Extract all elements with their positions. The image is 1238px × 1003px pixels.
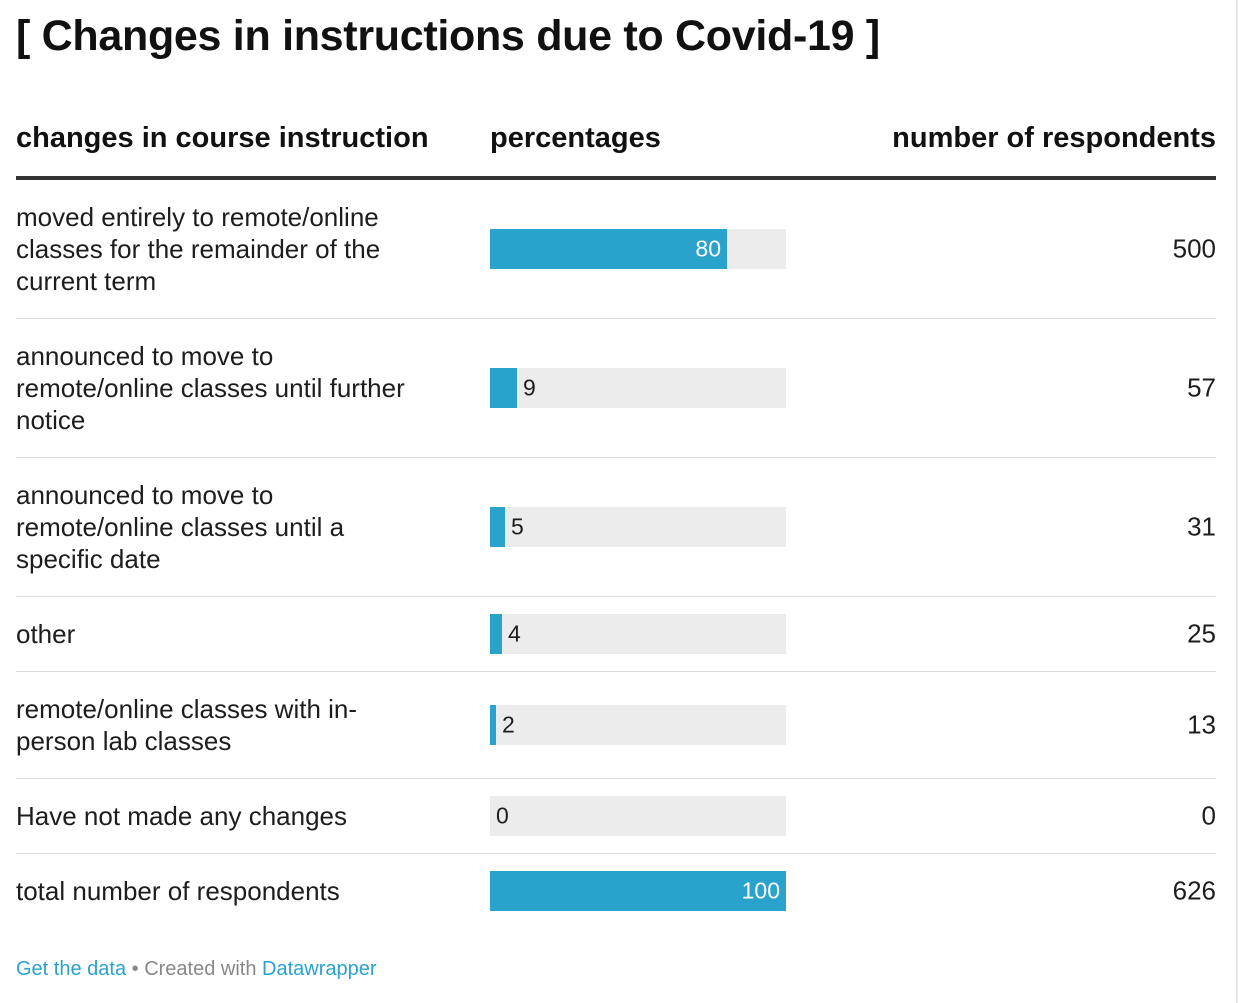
table-row: Have not made any changes 0 0 — [16, 779, 1216, 854]
bar — [490, 871, 786, 911]
data-table: changes in course instruction percentage… — [16, 112, 1216, 928]
respondent-count: 0 — [1201, 800, 1216, 831]
table-row: moved entirely to remote/online classes … — [16, 180, 1216, 319]
bar-track: 4 — [490, 614, 786, 654]
row-label: announced to move to remote/online class… — [16, 341, 405, 435]
bar — [490, 614, 502, 654]
table-header: changes in course instruction percentage… — [16, 112, 1216, 180]
table-body: moved entirely to remote/online classes … — [16, 180, 1216, 928]
row-label: announced to move to remote/online class… — [16, 480, 345, 574]
right-border — [1236, 0, 1238, 1003]
respondent-count: 13 — [1187, 709, 1216, 740]
respondent-count: 25 — [1187, 618, 1216, 649]
bar-track: 0 — [490, 796, 786, 836]
column-header-label[interactable]: changes in course instruction — [16, 122, 429, 154]
bar-track: 9 — [490, 368, 786, 408]
bar-value-label: 2 — [502, 711, 515, 738]
respondent-count: 57 — [1187, 372, 1216, 403]
respondent-count: 500 — [1172, 233, 1216, 264]
datawrapper-link[interactable]: Datawrapper — [262, 958, 377, 980]
bar-value-label: 4 — [508, 620, 521, 647]
table-row: remote/online classes with in-person lab… — [16, 672, 1216, 779]
bar-track: 2 — [490, 705, 786, 745]
bar — [490, 368, 517, 408]
bar-track: 5 — [490, 507, 786, 547]
bar — [490, 507, 505, 547]
table-row: other 4 25 — [16, 597, 1216, 672]
column-header-respondents[interactable]: number of respondents — [892, 122, 1216, 154]
column-header-percentages[interactable]: percentages — [490, 122, 661, 154]
row-label: total number of respondents — [16, 876, 340, 906]
table-row: announced to move to remote/online class… — [16, 458, 1216, 597]
row-label: moved entirely to remote/online classes … — [16, 202, 381, 296]
bar-value-label: 0 — [496, 802, 509, 829]
footer-credit-text: • Created with — [126, 958, 263, 980]
chart-title: [ Changes in instructions due to Covid-1… — [16, 12, 880, 60]
bar-track: 100 — [490, 871, 786, 911]
bar-value-label: 5 — [511, 513, 524, 540]
row-label: Have not made any changes — [16, 801, 347, 831]
bar-track: 80 — [490, 229, 786, 269]
bar-value-label: 80 — [695, 235, 721, 262]
table-row: announced to move to remote/online class… — [16, 319, 1216, 458]
bar-value-label: 9 — [523, 374, 536, 401]
bar — [490, 705, 496, 745]
bar — [490, 229, 727, 269]
chart-footer: Get the data • Created with Datawrapper — [16, 958, 377, 981]
bar-value-label: 100 — [741, 877, 780, 904]
row-label: remote/online classes with in-person lab… — [16, 694, 358, 756]
respondent-count: 31 — [1187, 511, 1216, 542]
table-row: total number of respondents 100 626 — [16, 854, 1216, 928]
respondent-count: 626 — [1172, 875, 1216, 906]
get-the-data-link[interactable]: Get the data — [16, 958, 127, 980]
row-label: other — [16, 619, 76, 649]
